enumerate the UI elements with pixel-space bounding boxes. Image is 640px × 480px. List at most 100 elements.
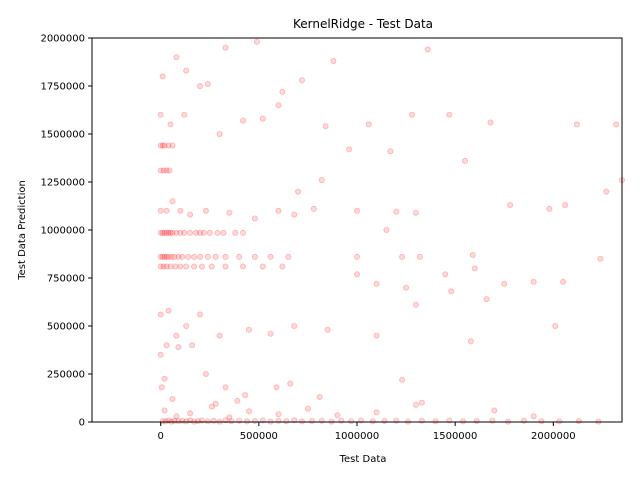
data-point [348,418,355,425]
data-point [161,142,168,149]
y-tick-label: 1750000 [40,82,85,93]
data-point [383,226,390,233]
data-point [597,255,604,262]
data-point [200,229,207,236]
data-point [471,265,478,272]
data-point [412,401,419,408]
data-point [179,253,186,260]
data-point [442,271,449,278]
data-point [157,111,164,118]
data-point [318,177,325,184]
data-point [562,201,569,208]
data-point [157,253,164,260]
data-point [165,253,172,260]
data-point [322,123,329,130]
x-axis-label: Test Data [339,454,387,465]
data-point [169,229,176,236]
data-point [403,284,410,291]
data-point [275,411,282,418]
data-point [245,408,252,415]
data-point [291,211,298,218]
data-point [157,311,164,318]
data-point [310,205,317,212]
data-point [483,296,490,303]
data-point [161,253,168,260]
data-point [181,229,188,236]
data-point [169,395,176,402]
data-point [546,205,553,212]
data-point [159,229,166,236]
data-point [381,417,388,424]
data-point [418,399,425,406]
data-point [162,418,169,425]
data-point [242,392,249,399]
y-tick-label: 500000 [47,322,85,333]
data-point [157,207,164,214]
data-point [298,418,305,425]
data-point [222,263,229,270]
data-point [196,83,203,90]
data-point [216,332,223,339]
data-point [183,418,190,425]
data-point [222,44,229,51]
data-point [157,263,164,270]
data-point [530,278,537,285]
y-tick-label: 2000000 [40,34,85,45]
data-point [169,198,176,205]
data-point [369,418,376,425]
data-point [275,207,282,214]
data-point [251,417,258,424]
data-point [202,370,209,377]
data-point [560,278,567,285]
data-point [208,403,215,410]
data-point [236,417,243,424]
data-point [212,400,219,407]
data-point [196,311,203,318]
data-point [448,288,455,295]
data-point [285,253,292,260]
data-point [459,418,466,425]
data-point [157,351,164,358]
data-point [487,119,494,126]
y-tick-label: 250000 [47,370,85,381]
data-point [283,418,290,425]
data-point [177,207,184,214]
data-point [196,253,203,260]
data-point [212,253,219,260]
data-point [185,253,192,260]
data-point [507,201,514,208]
data-point [520,417,527,424]
data-point [204,81,211,88]
data-point [330,58,337,65]
data-point [173,54,180,61]
data-point [187,211,194,218]
y-tick-label: 1000000 [40,226,85,237]
data-point [214,229,221,236]
data-point [177,263,184,270]
data-point [240,263,247,270]
x-tick-label: 0 [158,431,164,442]
data-point [399,376,406,383]
data-point [279,263,286,270]
y-tick-label: 750000 [47,274,85,285]
data-point [210,417,217,424]
data-point [232,229,239,236]
data-point [318,417,325,424]
data-point [291,322,298,329]
data-point [165,142,172,149]
data-point [191,263,198,270]
data-point [412,209,419,216]
data-point [446,111,453,118]
data-point [192,229,199,236]
data-point [275,102,282,109]
data-point [530,413,537,420]
data-point [157,167,164,174]
data-point [304,405,311,412]
data-point [167,229,174,236]
data-point [181,111,188,118]
data-point [316,393,323,400]
data-point [163,253,170,260]
data-point [552,322,559,329]
x-axis-ticks: 0 500000 1000000 1500000 2000000 [158,422,576,442]
